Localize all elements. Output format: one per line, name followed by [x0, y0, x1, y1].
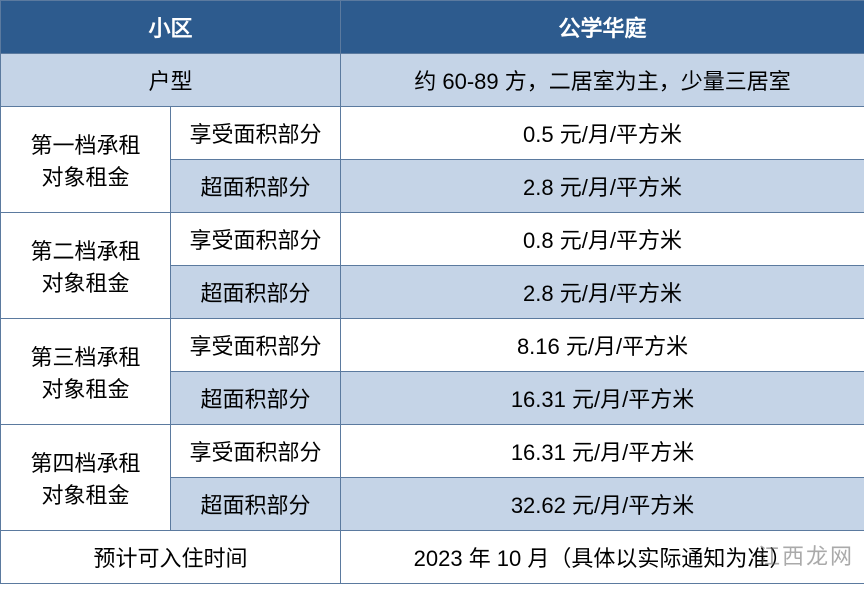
tier2-name: 第二档承租 对象租金: [1, 213, 171, 319]
tier3-price1: 8.16 元/月/平方米: [341, 319, 864, 372]
tier4-name-line1: 第四档承租: [5, 446, 166, 478]
move-in-label: 预计可入住时间: [1, 531, 341, 584]
tier1-name-line2: 对象租金: [5, 160, 166, 192]
tier2-name-line1: 第二档承租: [5, 234, 166, 266]
tier4-part2: 超面积部分: [171, 478, 341, 531]
unit-type-row: 户型 约 60-89 方，二居室为主，少量三居室: [1, 54, 864, 107]
tier1-part2: 超面积部分: [171, 160, 341, 213]
tier2-price1: 0.8 元/月/平方米: [341, 213, 864, 266]
move-in-value: 2023 年 10 月（具体以实际通知为准）: [341, 531, 864, 584]
tier3-part1: 享受面积部分: [171, 319, 341, 372]
tier4-name: 第四档承租 对象租金: [1, 425, 171, 531]
tier1-price2: 2.8 元/月/平方米: [341, 160, 864, 213]
tier2-name-line2: 对象租金: [5, 266, 166, 298]
tier4-name-line2: 对象租金: [5, 478, 166, 510]
tier4-part1: 享受面积部分: [171, 425, 341, 478]
header-row: 小区 公学华庭: [1, 1, 864, 54]
tier4-row1: 第四档承租 对象租金 享受面积部分 16.31 元/月/平方米: [1, 425, 864, 478]
tier3-part2: 超面积部分: [171, 372, 341, 425]
tier1-price1: 0.5 元/月/平方米: [341, 107, 864, 160]
unit-type-value: 约 60-89 方，二居室为主，少量三居室: [341, 54, 864, 107]
tier1-part1: 享受面积部分: [171, 107, 341, 160]
move-in-row: 预计可入住时间 2023 年 10 月（具体以实际通知为准）: [1, 531, 864, 584]
tier4-price2: 32.62 元/月/平方米: [341, 478, 864, 531]
tier3-name-line1: 第三档承租: [5, 340, 166, 372]
tier1-name: 第一档承租 对象租金: [1, 107, 171, 213]
unit-type-label: 户型: [1, 54, 341, 107]
tier1-name-line1: 第一档承租: [5, 128, 166, 160]
tier3-row1: 第三档承租 对象租金 享受面积部分 8.16 元/月/平方米: [1, 319, 864, 372]
tier1-row1: 第一档承租 对象租金 享受面积部分 0.5 元/月/平方米: [1, 107, 864, 160]
tier4-price1: 16.31 元/月/平方米: [341, 425, 864, 478]
tier3-name: 第三档承租 对象租金: [1, 319, 171, 425]
rent-table: 小区 公学华庭 户型 约 60-89 方，二居室为主，少量三居室 第一档承租 对…: [0, 0, 864, 584]
header-right: 公学华庭: [341, 1, 864, 54]
tier2-row1: 第二档承租 对象租金 享受面积部分 0.8 元/月/平方米: [1, 213, 864, 266]
tier2-part2: 超面积部分: [171, 266, 341, 319]
tier3-price2: 16.31 元/月/平方米: [341, 372, 864, 425]
tier2-price2: 2.8 元/月/平方米: [341, 266, 864, 319]
tier2-part1: 享受面积部分: [171, 213, 341, 266]
header-left: 小区: [1, 1, 341, 54]
tier3-name-line2: 对象租金: [5, 372, 166, 404]
